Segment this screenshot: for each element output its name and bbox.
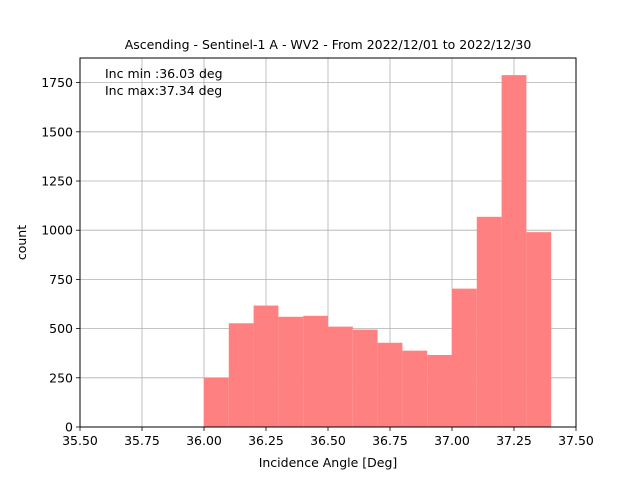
inc-min-annotation: Inc min :36.03 deg (105, 66, 223, 81)
bar-12 (501, 75, 527, 428)
x-tick-label-6: 37.00 (434, 433, 470, 448)
x-tick-label-0: 35.50 (62, 433, 98, 448)
y-tick-label-7: 1750 (41, 75, 73, 90)
y-tick-label-4: 1000 (41, 223, 73, 238)
y-tick-label-0: 0 (65, 420, 73, 435)
y-tick-label-1: 250 (49, 370, 73, 385)
bar-6 (352, 329, 378, 427)
x-axis-ticks: 35.50 35.75 36.00 36.25 36.50 36.75 37.00 37.25… (62, 427, 594, 448)
y-axis-ticks: 0 250 500 750 1000 1250 1500 1750 (41, 75, 80, 435)
bar-9 (427, 354, 452, 427)
bar-2 (253, 305, 279, 427)
x-tick-label-2: 36.00 (186, 433, 222, 448)
x-tick-label-3: 36.25 (248, 433, 284, 448)
y-tick-label-3: 750 (49, 272, 73, 287)
y-tick-label-2: 500 (49, 321, 73, 336)
chart-title: Ascending - Sentinel-1 A - WV2 - From 20… (125, 37, 532, 52)
bar-8 (402, 350, 428, 427)
x-tick-label-8: 37.50 (558, 433, 594, 448)
bar-13 (526, 232, 552, 427)
x-tick-label-5: 36.75 (372, 433, 408, 448)
bar-0 (204, 377, 229, 427)
inc-max-annotation: Inc max:37.34 deg (105, 83, 222, 98)
y-axis-label: count (14, 225, 29, 260)
x-tick-label-4: 36.50 (310, 433, 346, 448)
bar-11 (476, 216, 502, 427)
bar-5 (328, 326, 353, 427)
y-tick-label-5: 1250 (41, 174, 73, 189)
bar-7 (377, 342, 403, 427)
bar-1 (228, 323, 254, 427)
bar-10 (452, 288, 477, 427)
bar-3 (278, 316, 304, 427)
x-tick-label-1: 35.75 (124, 433, 160, 448)
x-axis-label: Incidence Angle [Deg] (259, 455, 398, 470)
y-tick-label-6: 1500 (41, 124, 73, 139)
bar-4 (303, 315, 328, 427)
histogram-bars (204, 75, 552, 428)
x-tick-label-7: 37.25 (496, 433, 532, 448)
